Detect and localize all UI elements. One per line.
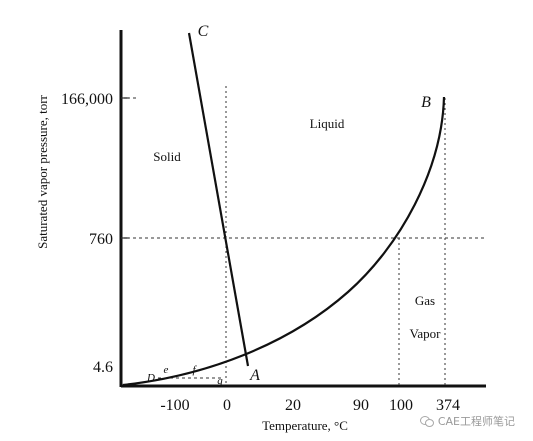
point-label-C: C (198, 23, 209, 40)
watermark: CAE工程师笔记 (419, 413, 515, 429)
x-tick-label-minus-100: -100 (160, 397, 189, 414)
x-tick-label-100: 100 (389, 397, 413, 414)
y-axis-label: Saturated vapor pressure, torr (35, 94, 50, 248)
x-tick-label-0: 0 (223, 397, 231, 414)
y-tick-label-760: 760 (89, 231, 113, 248)
point-label-A: A (249, 367, 260, 384)
solid-liquid-boundary-AC (187, 32, 250, 367)
point-label-B: B (421, 94, 431, 111)
point-label-f: f (192, 364, 197, 376)
x-axis-label: Temperature, °C (262, 418, 348, 433)
region-label-liquid: Liquid (310, 116, 345, 131)
x-tick-label-90: 90 (353, 397, 369, 414)
watermark-text: CAE工程师笔记 (437, 415, 515, 428)
x-tick-label-20: 20 (285, 397, 301, 414)
wechat-logo-icon (419, 416, 434, 427)
region-label-gas: Gas (415, 293, 435, 308)
y-tick-label-166000: 166,000 (61, 91, 113, 108)
point-label-g: g (217, 375, 223, 387)
vaporization-curve-AB (122, 96, 446, 387)
y-tick-label-4-6: 4.6 (93, 359, 113, 376)
region-label-vapor: Vapor (409, 326, 441, 341)
point-label-e: e (164, 364, 169, 376)
point-label-D: D (146, 372, 155, 384)
region-label-solid: Solid (153, 149, 181, 164)
x-tick-label-374: 374 (436, 397, 460, 414)
